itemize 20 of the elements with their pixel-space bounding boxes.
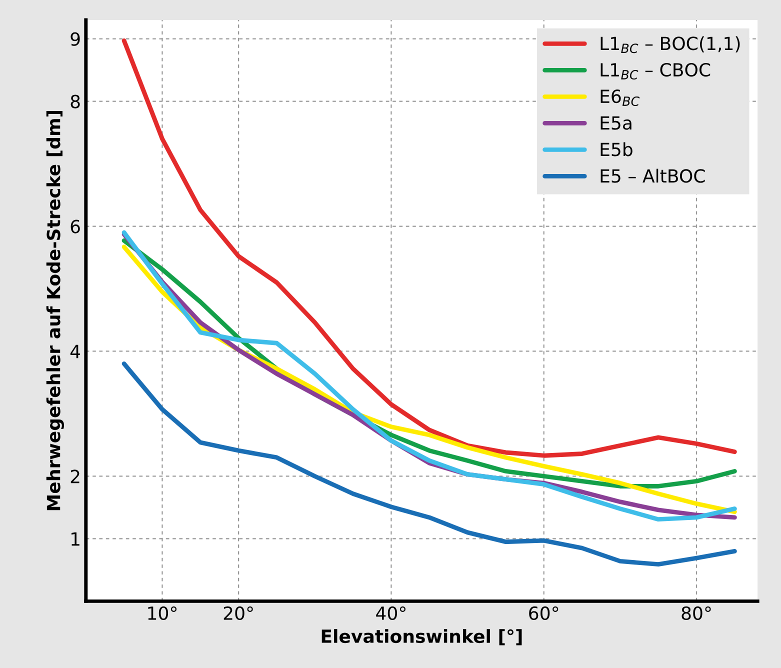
y-tick-label: 6 (70, 220, 80, 234)
y-tick-label: 2 (70, 470, 80, 484)
x-tick-label: 40° (376, 606, 406, 620)
y-tick-label: 8 (70, 94, 80, 108)
legend-label: L1$_{BC}$ – CBOC (600, 62, 710, 80)
y-tick-label: 9 (70, 32, 80, 46)
x-tick-label: 80° (682, 606, 711, 620)
y-axis-title: Mehrwegefehler auf Kode-Strecke [dm] (46, 110, 64, 510)
legend-label: E5b (600, 142, 632, 156)
line-series (122, 362, 737, 567)
legend-label: L1$_{BC}$ – BOC(1,1) (600, 36, 740, 54)
legend-label: E5 – AltBOC (600, 168, 705, 183)
x-axis-title: Elevationswinkel [°] (322, 629, 522, 646)
legend-label: E6$_{BC}$ (600, 89, 640, 106)
y-tick-label: 1 (72, 532, 80, 546)
x-tick-label: 60° (529, 606, 558, 620)
x-tick-label: 20° (224, 606, 253, 620)
x-tick-label: 10° (148, 606, 177, 620)
legend-label: E5a (600, 116, 632, 130)
y-tick-label: 4 (70, 344, 80, 358)
